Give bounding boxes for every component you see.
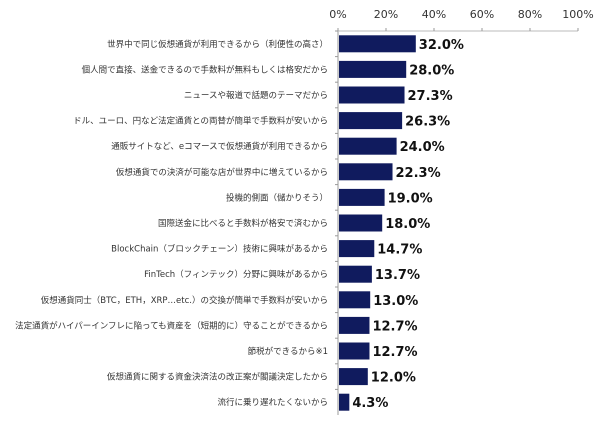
data-label: 24.0%	[400, 140, 445, 155]
category-label: 世界中で同じ仮想通貨が利用できるから（利便性の高さ）	[107, 39, 328, 50]
category-label: 国際送金に比べると手数料が格安で済むから	[158, 218, 328, 229]
data-label: 12.0%	[371, 371, 416, 386]
category-label: 法定通貨がハイパーインフレに陥っても資産を（短期的に）守ることができるから	[15, 320, 328, 331]
bar	[339, 240, 375, 258]
bar	[339, 163, 393, 181]
data-label: 22.3%	[396, 166, 441, 181]
bar	[339, 112, 403, 130]
data-label: 26.3%	[405, 115, 450, 130]
bar	[339, 137, 397, 155]
bar	[339, 393, 350, 411]
data-label: 13.0%	[373, 294, 418, 309]
bar	[339, 291, 371, 309]
category-label: 節税ができるから※1	[248, 346, 328, 357]
x-tick-label: 60%	[470, 8, 494, 21]
category-label: 個人間で直接、送金できるので手数料が無料もしくは格安だから	[82, 64, 328, 75]
bar	[339, 86, 405, 104]
category-label: 仮想通貨に関する資金決済法の改正案が閣議決定したから	[107, 372, 328, 383]
category-label: 通販サイトなど、eコマースで仮想通貨が利用できるから	[111, 141, 328, 152]
x-tick-label: 40%	[422, 8, 446, 21]
data-label: 12.7%	[372, 345, 417, 360]
data-label: 12.7%	[372, 319, 417, 334]
category-label: 仮想通貨同士（BTC，ETH，XRP…etc.）の交換が簡単で手数料が安いから	[41, 295, 328, 306]
category-label: BlockChain（ブロックチェーン）技術に興味があるから	[111, 244, 328, 255]
category-label: ニュースや報道で話題のテーマだから	[184, 90, 328, 101]
x-tick-label: 0%	[329, 8, 346, 21]
bar	[339, 265, 372, 283]
bar	[339, 214, 383, 232]
bar	[339, 60, 407, 78]
data-label: 32.0%	[419, 38, 464, 53]
bar	[339, 368, 368, 386]
category-label: 流行に乗り遅れたくないから	[217, 397, 328, 408]
bar	[339, 188, 385, 206]
bar	[339, 316, 370, 334]
category-label: 仮想通貨での決済が可能な店が世界中に増えているから	[116, 167, 328, 178]
data-label: 18.0%	[385, 217, 430, 232]
data-label: 14.7%	[377, 243, 422, 258]
x-tick-label: 20%	[374, 8, 398, 21]
bar	[339, 35, 416, 53]
data-label: 19.0%	[388, 191, 433, 206]
data-label: 13.7%	[375, 268, 420, 283]
data-label: 27.3%	[408, 89, 453, 104]
data-label: 28.0%	[409, 63, 454, 78]
x-tick-label: 80%	[518, 8, 542, 21]
category-label: ドル、ユーロ、円など法定通貨との両替が簡単で手数料が安いから	[73, 116, 328, 127]
bar	[339, 342, 370, 360]
category-label: 投機的側面（儲かりそう）	[226, 192, 328, 203]
category-label: FinTech（フィンテック）分野に興味があるから	[144, 269, 328, 280]
x-tick-label: 100%	[562, 8, 593, 21]
data-label: 4.3%	[352, 396, 388, 411]
